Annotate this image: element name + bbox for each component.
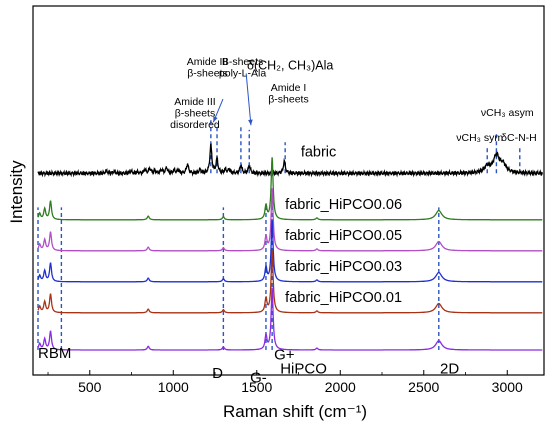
series-label: fabric_HiPCO0.05 <box>285 228 402 244</box>
arrow-head <box>248 119 253 126</box>
annotation-label: B-sheets <box>222 56 263 68</box>
annotation-label: disordered <box>170 119 220 131</box>
series-label: fabric_HiPCO0.06 <box>285 197 402 213</box>
chart-texts: fabric fabric_HiPCO0.06 fabric_HiPCO0.05fa… <box>38 56 537 387</box>
x-tick-label: 1500 <box>241 379 272 395</box>
annotation-label: poly-L-Ala <box>219 67 266 79</box>
band-label: HiPCO <box>280 360 327 377</box>
series-label: fabric_HiPCO0.01 <box>285 290 402 306</box>
x-tick-label: 2000 <box>325 379 356 395</box>
annotation-label: νCH₃ asym <box>481 107 534 119</box>
plot-border <box>32 5 545 376</box>
reference-lines <box>37 117 521 350</box>
x-axis-label: Raman shift (cm⁻¹) <box>223 402 367 421</box>
x-tick-label: 3000 <box>492 379 523 395</box>
annotation-arrow <box>245 73 252 126</box>
annotation-label: Amide III <box>174 96 215 108</box>
spectrum-line <box>37 219 543 283</box>
spectrum-line <box>37 250 543 314</box>
annotation-label: νCH₃ sym <box>456 132 503 144</box>
spectrum-line <box>37 188 543 252</box>
annotation-label: β-sheets <box>187 67 227 79</box>
annotation-label: δ(CH₂, CH₃)Ala <box>247 58 333 72</box>
x-tick-label: 2500 <box>408 379 439 395</box>
arrow-head <box>213 116 218 123</box>
plot-frame <box>32 5 545 376</box>
annotation-label: β-sheets <box>268 94 308 106</box>
annotation-label: β-sheets <box>175 108 215 120</box>
band-label: G- <box>250 370 267 387</box>
x-tick-label: 500 <box>78 379 102 395</box>
spectrum-line <box>37 157 543 221</box>
series-label: fabric_HiPCO0.03 <box>285 259 402 275</box>
spectra <box>37 143 543 351</box>
y-axis-label: Intensity <box>7 160 26 224</box>
x-tick-label: 1000 <box>158 379 189 395</box>
annotation-label: Amide III <box>187 56 228 68</box>
band-label: D <box>212 365 223 382</box>
spectrum-line <box>37 143 543 178</box>
series-label: fabric <box>301 144 336 160</box>
annotation-label: δC-N-H <box>501 132 537 144</box>
band-label: G+ <box>274 346 295 363</box>
band-label: 2D <box>440 360 459 377</box>
band-label: RBM <box>38 345 71 362</box>
annotation-label: Amide I <box>271 82 307 94</box>
x-ticks: 500 1000 1500 2000 2500 3000 <box>47 370 523 395</box>
spectrum-line <box>37 287 543 351</box>
